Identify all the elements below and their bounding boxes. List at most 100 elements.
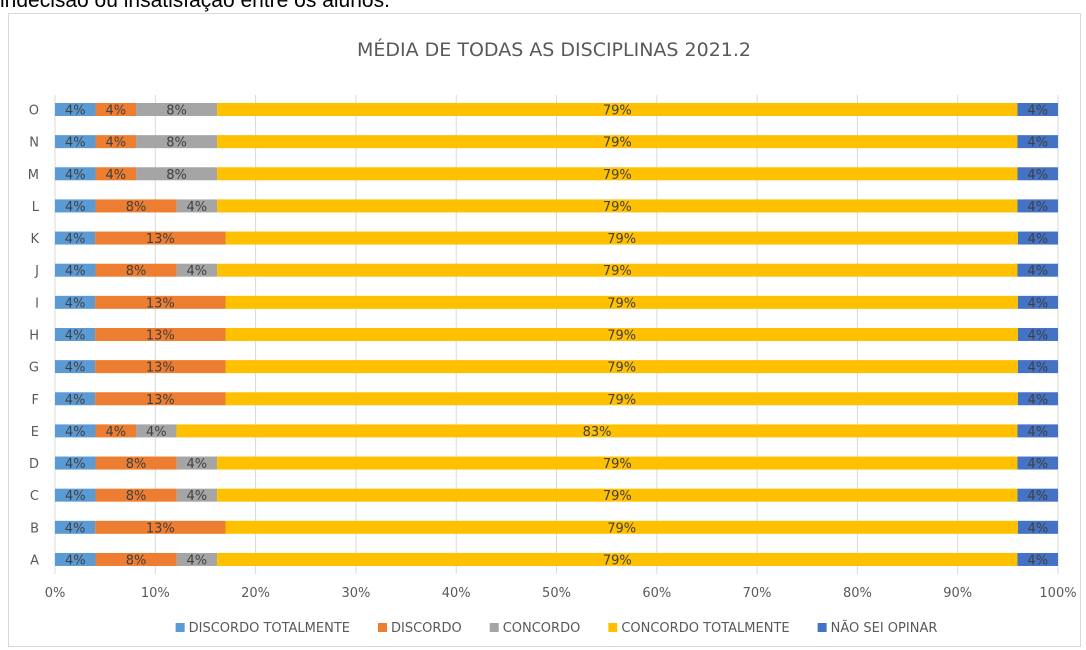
y-tick-label: C [30, 489, 39, 504]
x-tick-label: 0% [45, 586, 66, 601]
bar-segment [176, 199, 218, 213]
data-label: 4% [65, 232, 86, 247]
data-label: 8% [166, 136, 187, 151]
bar-segment [176, 488, 218, 502]
bar-segment [225, 520, 1018, 534]
data-label: 8% [126, 200, 147, 215]
bar-segment [95, 488, 177, 502]
bar-segment [55, 263, 96, 277]
data-label: 4% [65, 489, 86, 504]
x-tick-label: 30% [341, 586, 370, 601]
bar-segment [55, 327, 96, 341]
bar-segment [1017, 231, 1058, 245]
data-label: 4% [1028, 393, 1049, 408]
y-tick-label: A [30, 553, 39, 568]
data-label: 4% [1027, 553, 1048, 568]
bar-segment [55, 456, 96, 470]
legend-label: DISCORDO [391, 621, 462, 636]
data-label: 4% [65, 457, 86, 472]
bar-segment [1017, 424, 1058, 438]
legend: DISCORDO TOTALMENTE DISCORDO CONCORDO CONCO… [175, 620, 937, 636]
bar-segment [55, 135, 96, 149]
bar-segment [176, 263, 218, 277]
y-axis: A B C D E F G H I J K L M N O [28, 104, 40, 569]
data-label: 4% [105, 425, 126, 440]
bar-segment [55, 199, 96, 213]
y-tick-label: M [28, 168, 39, 183]
bar-segment [95, 263, 177, 277]
data-label: 4% [65, 425, 86, 440]
bar-segment [217, 488, 1018, 502]
stacked-bar-chart: MÉDIA DE TODAS AS DISCIPLINAS 2021.2 4% 8… [28, 38, 1077, 636]
bar-segment [1017, 103, 1058, 116]
data-label: 4% [187, 553, 208, 568]
data-label: 4% [105, 168, 126, 183]
x-tick-label: 70% [743, 586, 772, 601]
data-label: 4% [1028, 296, 1049, 311]
bar-segment [136, 103, 218, 116]
bar-segment [1017, 552, 1058, 566]
data-label: 4% [65, 296, 86, 311]
chart-title: MÉDIA DE TODAS AS DISCIPLINAS 2021.2 [357, 38, 751, 61]
data-label: 8% [126, 553, 147, 568]
data-label: 4% [1027, 489, 1048, 504]
data-label: 4% [65, 264, 86, 279]
bar-segment [1017, 199, 1058, 213]
data-label: 4% [105, 104, 126, 119]
data-label: 13% [146, 361, 175, 376]
data-label: 4% [1027, 168, 1048, 183]
bar-segment [176, 552, 218, 566]
bar-segment [95, 424, 137, 438]
bar-segment [225, 360, 1018, 374]
bar-segment [95, 456, 177, 470]
bar-segment [225, 295, 1018, 309]
legend-swatch [608, 623, 618, 632]
bar-segment [1017, 327, 1058, 341]
data-label: 4% [187, 489, 208, 504]
data-label: 79% [603, 104, 632, 119]
bar-segment [136, 167, 218, 181]
y-tick-label: F [32, 393, 39, 408]
legend-swatch [489, 623, 499, 632]
data-label: 4% [65, 553, 86, 568]
data-label: 4% [65, 361, 86, 376]
bar-segment [55, 167, 96, 181]
bar-segment [1017, 488, 1058, 502]
data-label: 79% [607, 521, 636, 536]
data-label: 4% [65, 521, 86, 536]
y-tick-label: N [29, 136, 39, 151]
data-label: 4% [1027, 136, 1048, 151]
data-label: 8% [126, 264, 147, 279]
data-label: 79% [607, 361, 636, 376]
legend-swatch [817, 623, 827, 632]
bar-segment [95, 103, 137, 116]
bar-segment [95, 360, 226, 374]
x-tick-label: 80% [843, 586, 872, 601]
data-label: 8% [126, 457, 147, 472]
data-label: 79% [603, 457, 632, 472]
data-label: 79% [603, 553, 632, 568]
bar-segment [95, 135, 137, 149]
legend-label: DISCORDO TOTALMENTE [189, 621, 350, 636]
data-label: 79% [603, 264, 632, 279]
data-label: 13% [146, 393, 175, 408]
data-labels: 4% 8% 4% 79% 4% 4% 13% 79% 4% 4% 8% 4% 79% 4% 4% 8% 4% 79… [65, 104, 1049, 569]
data-label: 4% [65, 136, 86, 151]
data-label: 4% [1027, 264, 1048, 279]
y-tick-label: E [31, 425, 39, 440]
legend-swatch [378, 623, 387, 632]
bar-segment [225, 231, 1018, 245]
data-label: 13% [146, 232, 175, 247]
bar-segment [95, 520, 226, 534]
data-label: 4% [105, 136, 126, 151]
bar-segment [55, 552, 96, 566]
bar-segment [136, 424, 177, 438]
bar-segment [217, 199, 1018, 213]
data-label: 79% [603, 168, 632, 183]
legend-item: DISCORDO [378, 621, 462, 636]
data-label: 4% [65, 328, 86, 343]
bar-segment [95, 327, 226, 341]
bar-segment [1017, 456, 1058, 470]
bar-segment [55, 520, 96, 534]
data-label: 4% [146, 425, 167, 440]
